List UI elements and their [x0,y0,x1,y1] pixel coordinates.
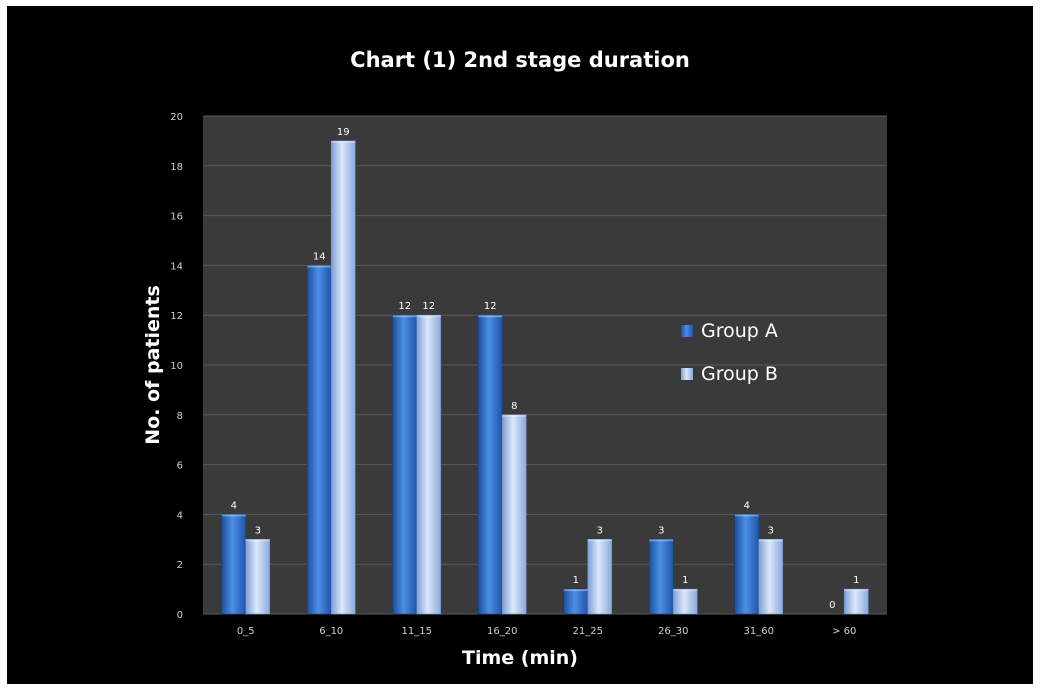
bar-highlight [221,514,246,517]
x-tick-label: 11_15 [402,626,432,637]
bar-group-b [843,588,869,615]
bar-highlight [758,539,783,542]
y-tick-label: 2 [177,560,183,571]
bar-highlight [307,265,332,268]
y-tick-label: 14 [170,261,183,272]
data-label: 4 [744,500,750,511]
data-label: 3 [255,525,261,536]
y-axis-label: No. of patients [142,285,164,445]
data-label: 1 [682,575,688,586]
data-label: 14 [313,251,326,262]
bar-group-a [648,538,674,615]
x-tick-label: 26_30 [658,626,688,637]
y-tick-label: 4 [177,510,183,521]
data-label: 12 [422,301,435,312]
bar-group-a [392,314,418,615]
data-label: 3 [768,525,774,536]
bar-group-b [501,414,527,615]
chart-title: Chart (1) 2nd stage duration [350,48,690,72]
bar-group-a [563,588,589,615]
bar-highlight [331,140,356,143]
data-label: 3 [658,525,664,536]
bar-highlight [844,589,869,592]
legend-label-group-b: Group B [701,363,778,385]
data-label: 12 [484,301,497,312]
y-tick-label: 10 [170,361,183,372]
data-label: 19 [337,127,350,138]
bar-highlight [587,539,612,542]
bar-group-b [245,538,271,615]
legend: Group A Group B [681,320,778,385]
data-label: 12 [398,301,411,312]
y-tick-label: 6 [177,461,183,472]
x-tick-label: 16_20 [487,626,517,637]
bar-highlight [563,589,588,592]
bar-group-a [477,314,503,615]
bar-highlight [245,539,270,542]
bar-highlight [673,589,698,592]
x-tick-label: 31_60 [744,626,774,637]
bar-highlight [416,315,441,318]
data-label: 4 [231,500,237,511]
x-tick-label: > 60 [832,626,856,637]
x-tick-label: 21_25 [573,626,603,637]
data-label: 1 [573,575,579,586]
bar-group-b [758,538,784,615]
data-label: 8 [511,401,517,412]
bars [221,140,869,615]
legend-swatch-group-a [681,325,693,337]
legend-swatch-group-b [681,368,693,380]
x-axis-label: Time (min) [462,647,578,669]
y-tick-label: 18 [170,162,183,173]
data-label: 0 [829,600,835,611]
bar-highlight [478,315,503,318]
bar-highlight [392,315,417,318]
data-label: 1 [853,575,859,586]
bar-group-b [587,538,613,615]
data-label: 3 [597,525,603,536]
bar-group-a [306,265,332,615]
bar-highlight [502,414,527,417]
y-tick-label: 0 [177,610,183,621]
bar-group-a [734,514,760,615]
bar-group-a [221,514,247,615]
bar-group-b [330,140,356,615]
x-tick-label: 6_10 [319,626,343,637]
y-tick-label: 12 [170,311,183,322]
legend-label-group-a: Group A [701,320,778,342]
bar-highlight [734,514,759,517]
x-tick-label: 0_5 [237,626,255,637]
bar-group-b [672,588,698,615]
y-tick-label: 20 [170,112,183,123]
y-tick-label: 8 [177,411,183,422]
y-tick-label: 16 [170,212,183,223]
bar-highlight [649,539,674,542]
bar-group-b [416,314,442,615]
chart-slide: Chart (1) 2nd stage duration 0 2 4 6 8 10 12 14… [7,6,1033,684]
